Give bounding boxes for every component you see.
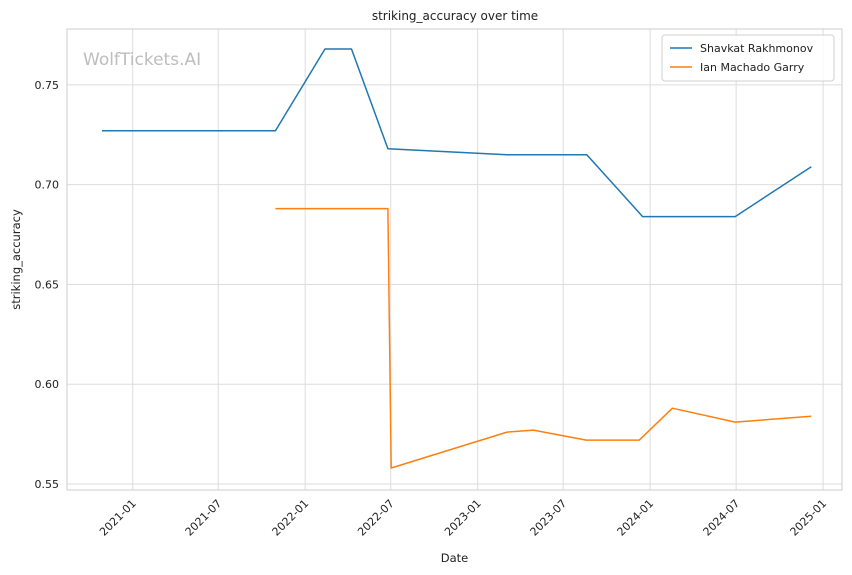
y-axis: 0.55 0.60 0.65 0.70 0.75 <box>35 79 60 491</box>
y-tick-label: 0.55 <box>35 478 60 491</box>
x-tick-label: 2022-07 <box>355 497 397 539</box>
x-tick-label: 2023-07 <box>528 497 570 539</box>
y-tick-label: 0.75 <box>35 79 60 92</box>
x-tick-label: 2024-01 <box>615 497 657 539</box>
series-group <box>102 48 812 469</box>
x-tick-label: 2024-07 <box>701 497 743 539</box>
legend-box <box>661 34 835 82</box>
x-tick-label: 2022-01 <box>270 497 312 539</box>
x-axis: 2021-01 2021-07 2022-01 2022-07 2023-01 2023-… <box>97 497 829 539</box>
x-axis-label: Date <box>441 551 469 565</box>
legend-label-2: Ian Machado Garry <box>700 61 805 74</box>
series-line-2 <box>275 207 812 469</box>
y-tick-label: 0.65 <box>35 278 60 291</box>
grid <box>67 29 842 490</box>
legend: Shavkat Rakhmonov Ian Machado Garry <box>661 34 835 82</box>
series-line-1 <box>102 48 812 218</box>
chart-title: striking_accuracy over time <box>372 9 538 23</box>
x-tick-label: 2021-07 <box>183 497 225 539</box>
legend-label-1: Shavkat Rakhmonov <box>700 42 814 55</box>
x-tick-label: 2025-01 <box>788 497 830 539</box>
watermark: WolfTickets.AI <box>83 50 201 70</box>
y-tick-label: 0.60 <box>35 378 60 391</box>
y-tick-label: 0.70 <box>35 179 60 192</box>
plot-frame <box>66 28 843 491</box>
x-tick-label: 2023-01 <box>442 497 484 539</box>
y-axis-label: striking_accuracy <box>9 209 23 310</box>
x-tick-label: 2021-01 <box>97 497 139 539</box>
